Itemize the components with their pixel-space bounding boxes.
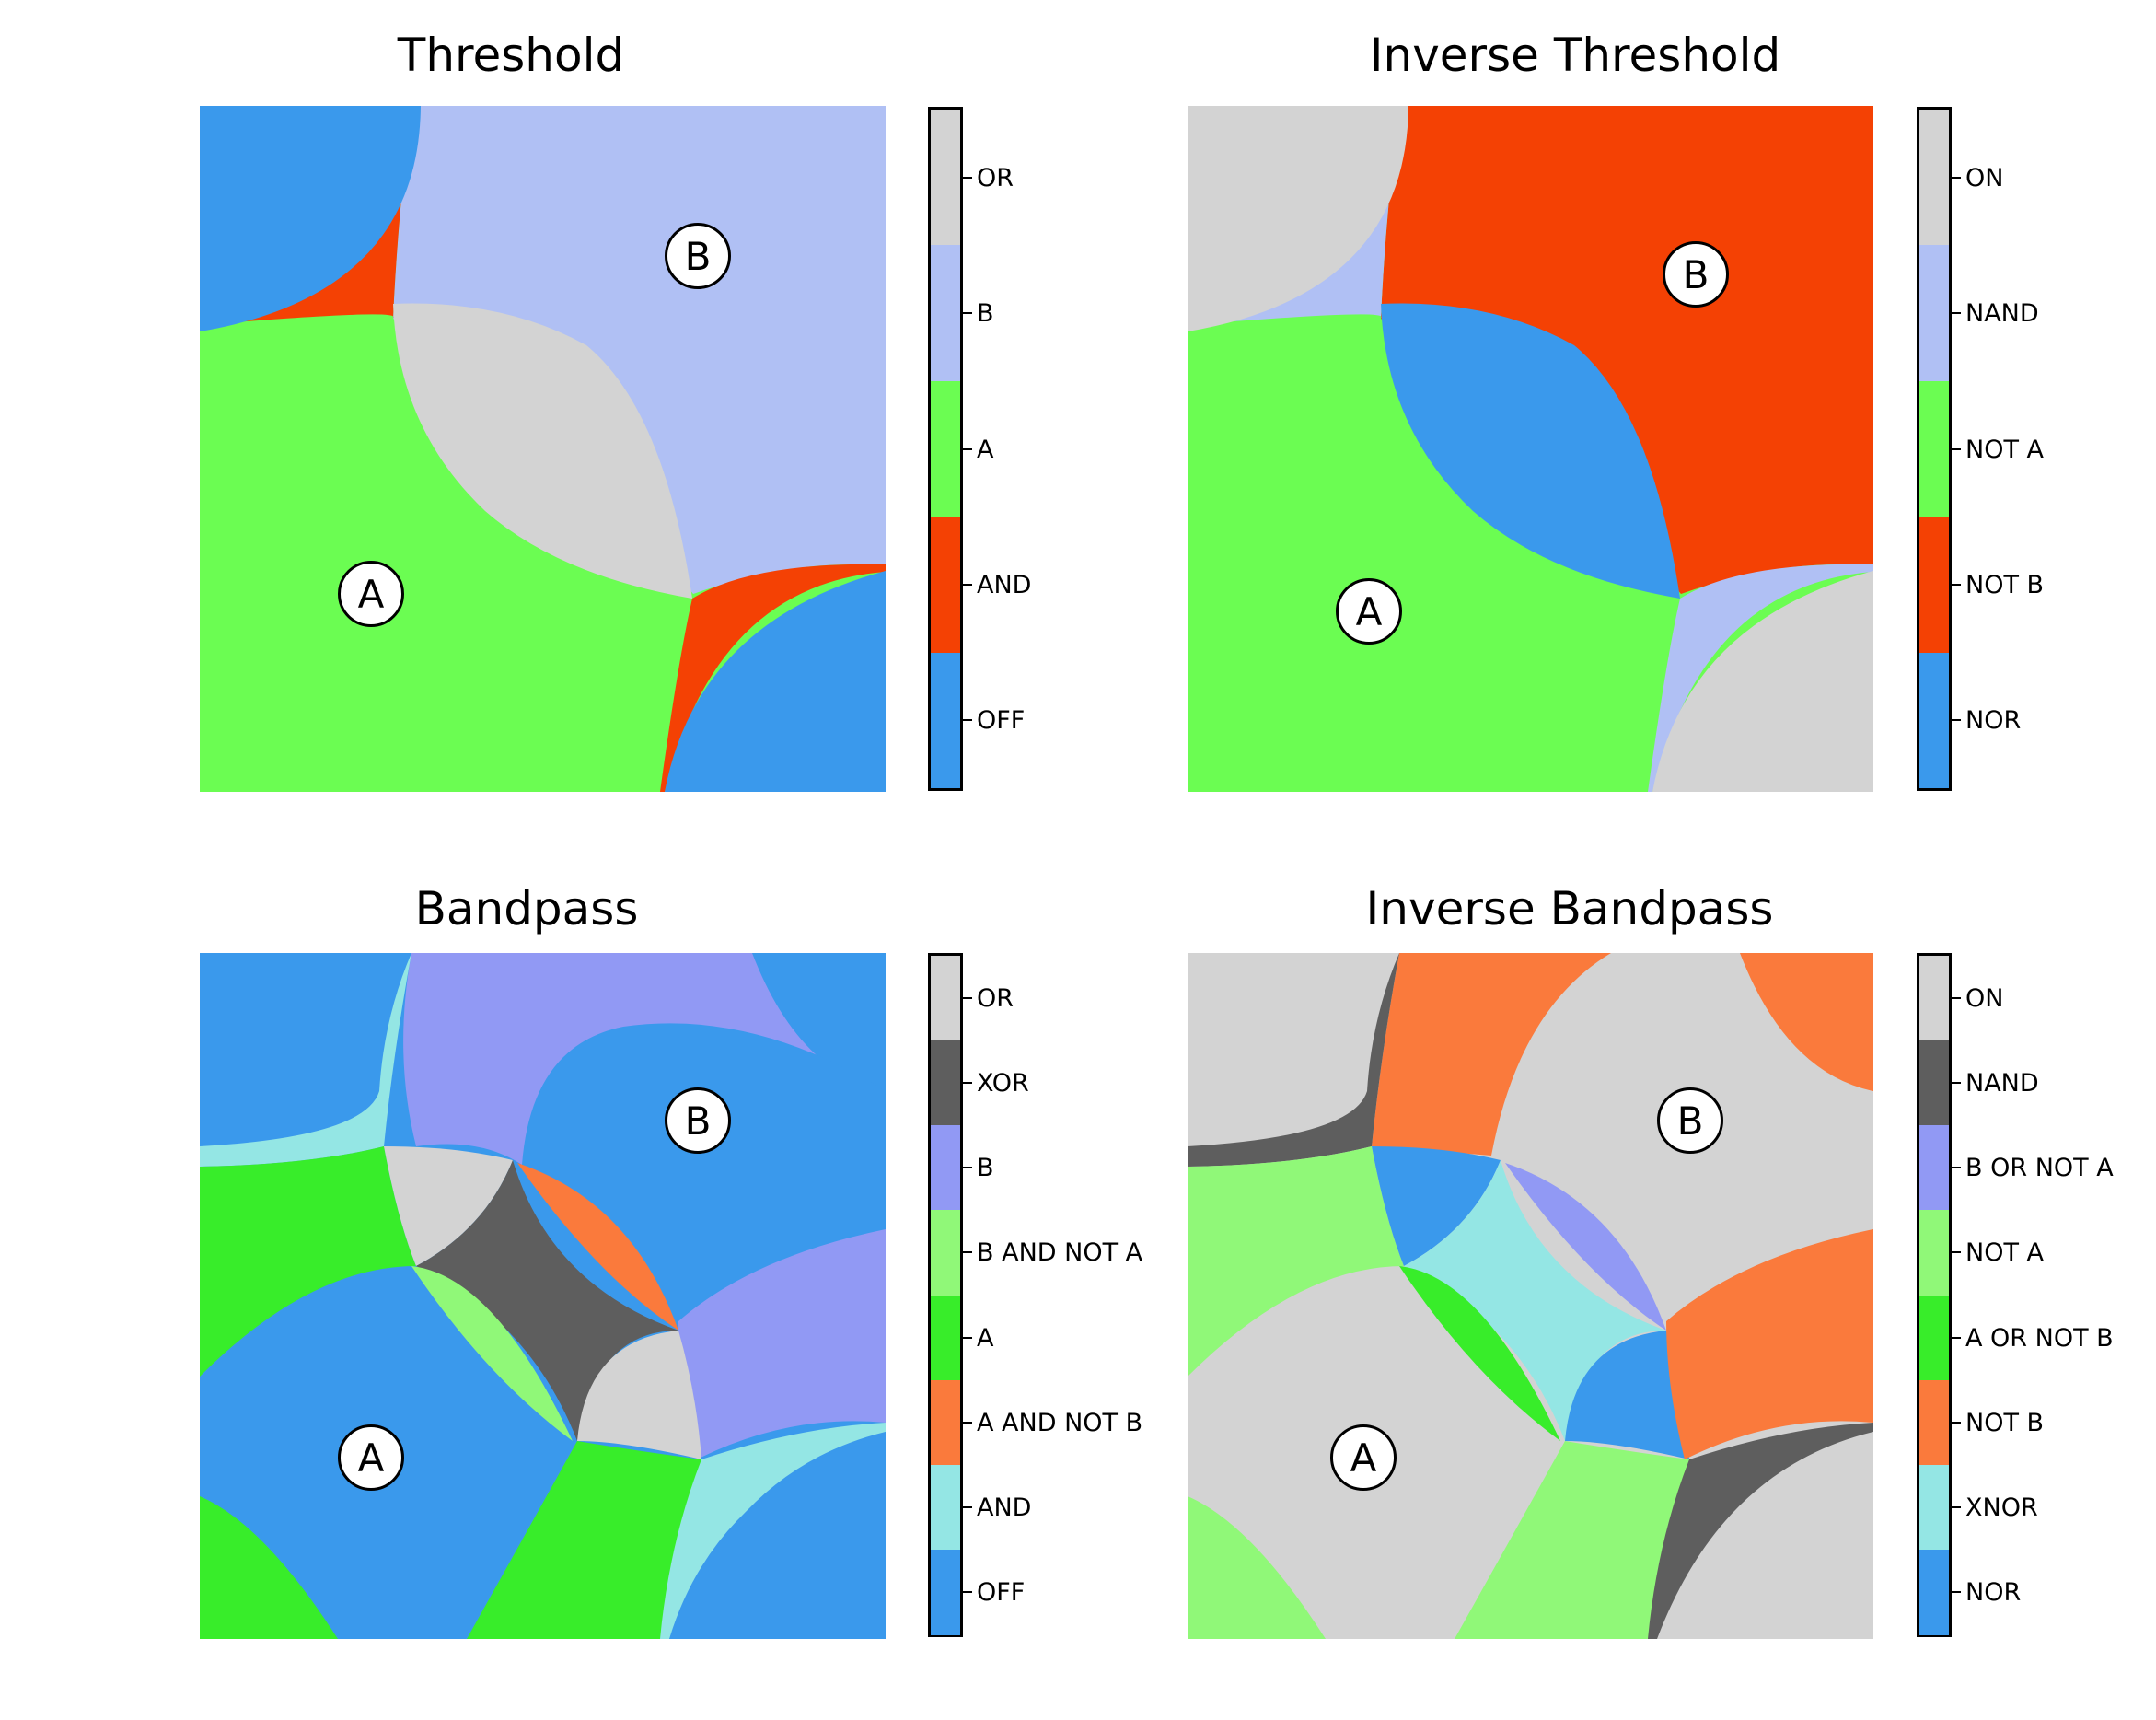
colorbar-segment — [931, 380, 960, 517]
colorbar-label: A — [977, 435, 994, 464]
marker-a: A — [338, 561, 404, 627]
colorbar-tick — [1952, 1421, 1961, 1424]
colorbar-label: XNOR — [1965, 1493, 2038, 1522]
colorbar-segment — [1919, 652, 1949, 789]
marker-a: A — [1336, 578, 1402, 645]
colorbar-label: B — [977, 299, 994, 329]
colorbar-tick — [963, 1336, 972, 1339]
colorbar-segment — [931, 1210, 960, 1296]
colorbar-label: OR — [977, 163, 1014, 192]
marker-a: A — [338, 1424, 404, 1491]
colorbar-label: A OR NOT B — [1965, 1323, 2114, 1353]
colorbar-tick — [1952, 719, 1961, 722]
panel-title-inverse-threshold: Inverse Threshold — [1369, 29, 1781, 82]
colorbar-tick — [963, 1421, 972, 1424]
colorbar-segment — [1919, 380, 1949, 517]
colorbar-tick — [963, 1251, 972, 1254]
colorbar-tick — [1952, 583, 1961, 586]
colorbar-segment — [931, 652, 960, 789]
colorbar-tick — [1952, 447, 1961, 450]
panel-title-bandpass: Bandpass — [414, 882, 639, 936]
colorbar-label: ON — [1965, 984, 2004, 1014]
colorbar-tick — [1952, 312, 1961, 315]
colorbar-label: NAND — [1965, 1069, 2039, 1098]
inverse-threshold-map — [1188, 106, 1873, 792]
colorbar-segment — [931, 1464, 960, 1551]
colorbar-tick — [963, 1505, 972, 1508]
colorbar-label: NOR — [1965, 706, 2022, 736]
colorbar-segment — [1919, 1549, 1949, 1635]
marker-a: A — [1330, 1424, 1397, 1491]
colorbar-label: AND — [977, 1493, 1032, 1522]
colorbar-threshold — [928, 107, 963, 791]
colorbar-segment — [931, 1549, 960, 1635]
colorbar-inverse-bandpass — [1917, 953, 1952, 1637]
colorbar-tick — [1952, 1251, 1961, 1254]
inverse-bandpass-map — [1188, 953, 1873, 1639]
panel-title-threshold: Threshold — [397, 29, 625, 82]
colorbar-tick — [963, 176, 972, 179]
colorbar-segment — [931, 1295, 960, 1381]
colorbar-tick — [963, 1167, 972, 1169]
colorbar-segment — [931, 1379, 960, 1466]
colorbar-segment — [1919, 1125, 1949, 1211]
colorbar-label: OFF — [977, 1577, 1026, 1607]
colorbar-tick — [1952, 997, 1961, 1000]
colorbar-label: B AND NOT A — [977, 1238, 1143, 1268]
colorbar-label: OFF — [977, 706, 1026, 736]
colorbar-tick — [963, 312, 972, 315]
colorbar-segment — [931, 1125, 960, 1211]
colorbar-bandpass — [928, 953, 963, 1637]
colorbar-tick — [1952, 1336, 1961, 1339]
colorbar-segment — [1919, 1210, 1949, 1296]
marker-b: B — [665, 1087, 731, 1154]
colorbar-label: NOT A — [1965, 435, 2044, 464]
colorbar-label: A — [977, 1323, 994, 1353]
colorbar-label: B — [977, 1154, 994, 1183]
colorbar-tick — [1952, 1167, 1961, 1169]
colorbar-tick — [1952, 176, 1961, 179]
colorbar-label: XOR — [977, 1069, 1029, 1098]
colorbar-segment — [931, 1040, 960, 1126]
marker-b: B — [665, 223, 731, 289]
colorbar-tick — [963, 447, 972, 450]
colorbar-segment — [931, 110, 960, 246]
colorbar-segment — [1919, 110, 1949, 246]
marker-b: B — [1663, 241, 1729, 308]
colorbar-label: NOT B — [1965, 1408, 2045, 1437]
colorbar-segment — [1919, 1040, 1949, 1126]
colorbar-segment — [1919, 1379, 1949, 1466]
colorbar-label: NAND — [1965, 299, 2039, 329]
colorbar-tick — [1952, 1590, 1961, 1593]
colorbar-tick — [963, 1082, 972, 1085]
colorbar-inverse-threshold — [1917, 107, 1952, 791]
marker-b: B — [1657, 1087, 1723, 1154]
colorbar-label: ON — [1965, 163, 2004, 192]
colorbar-segment — [1919, 245, 1949, 382]
colorbar-label: B OR NOT A — [1965, 1154, 2114, 1183]
colorbar-tick — [1952, 1082, 1961, 1085]
colorbar-label: NOT A — [1965, 1238, 2044, 1268]
colorbar-tick — [1952, 1505, 1961, 1508]
colorbar-tick — [963, 997, 972, 1000]
colorbar-segment — [1919, 517, 1949, 654]
colorbar-segment — [1919, 1464, 1949, 1551]
colorbar-segment — [931, 956, 960, 1041]
bandpass-map — [200, 953, 886, 1639]
colorbar-label: AND — [977, 570, 1032, 599]
colorbar-segment — [931, 245, 960, 382]
panel-title-inverse-bandpass: Inverse Bandpass — [1365, 882, 1774, 936]
colorbar-tick — [963, 1590, 972, 1593]
colorbar-segment — [1919, 956, 1949, 1041]
colorbar-label: OR — [977, 984, 1014, 1014]
colorbar-tick — [963, 583, 972, 586]
colorbar-label: A AND NOT B — [977, 1408, 1143, 1437]
threshold-map — [200, 106, 886, 792]
colorbar-label: NOR — [1965, 1577, 2022, 1607]
colorbar-tick — [963, 719, 972, 722]
colorbar-label: NOT B — [1965, 570, 2045, 599]
colorbar-segment — [1919, 1295, 1949, 1381]
colorbar-segment — [931, 517, 960, 654]
